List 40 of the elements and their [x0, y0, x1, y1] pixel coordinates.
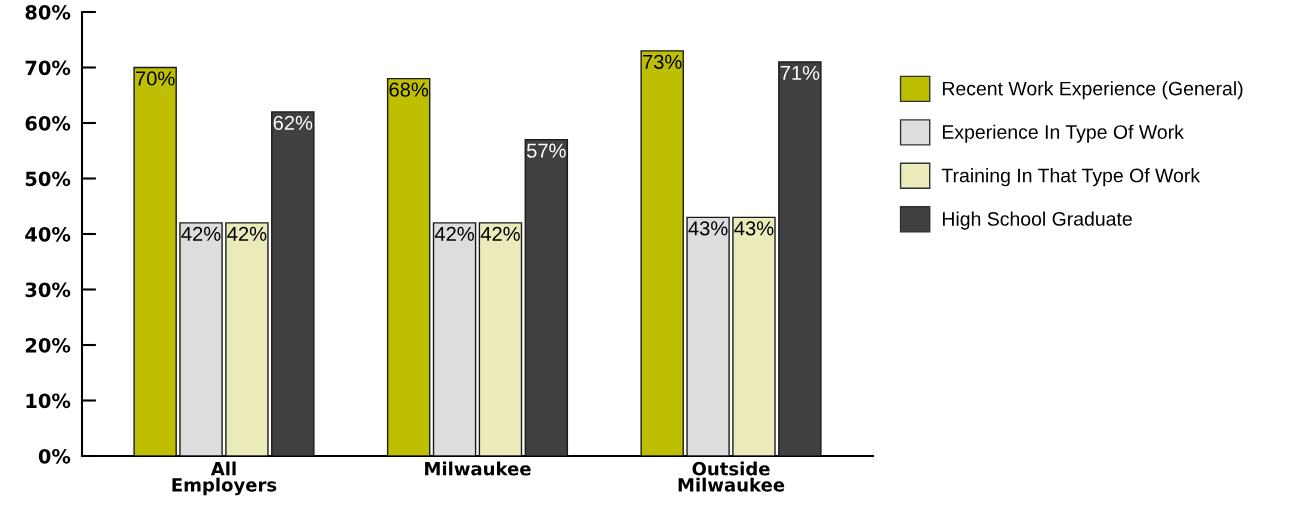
- data-label: 71%: [780, 65, 820, 80]
- bar: [133, 66, 177, 456]
- bar: [524, 138, 569, 456]
- bar: [179, 222, 223, 456]
- bar: [640, 50, 684, 456]
- y-tick-label: 60%: [25, 115, 71, 131]
- y-tick-label: 80%: [25, 4, 71, 20]
- data-label: 68%: [389, 82, 429, 97]
- y-tick-label: 40%: [25, 226, 71, 242]
- legend-label: Recent Work Experience (General): [942, 81, 1243, 100]
- x-tick-label: All Employers: [172, 461, 277, 496]
- bar: [225, 222, 269, 456]
- bar: [686, 216, 730, 456]
- y-tick-label: 50%: [25, 171, 71, 187]
- bar: [386, 77, 431, 456]
- data-label: 43%: [734, 221, 774, 236]
- x-tick-label: Outside Milwaukee: [678, 461, 785, 492]
- legend-label: Experience In Type Of Work: [942, 124, 1184, 143]
- bar: [732, 216, 776, 456]
- data-label: 70%: [136, 71, 175, 86]
- y-tick-label: 70%: [25, 60, 71, 76]
- data-label: 42%: [434, 226, 474, 241]
- y-tick-label: 0%: [38, 448, 71, 464]
- y-tick-label: 20%: [25, 337, 71, 353]
- bar: [271, 111, 315, 456]
- data-label: 42%: [181, 226, 221, 241]
- bar: [778, 61, 822, 456]
- bar: [478, 222, 523, 456]
- data-label: 43%: [688, 221, 728, 236]
- data-label: 57%: [526, 143, 566, 158]
- bar: [432, 222, 477, 456]
- x-tick-label: Milwaukee: [425, 461, 531, 476]
- y-tick-label: 30%: [25, 282, 71, 298]
- y-tick-label: 10%: [26, 393, 71, 409]
- legend-label: High School Graduate: [942, 211, 1132, 230]
- data-label: 62%: [273, 115, 313, 131]
- data-label: 42%: [480, 226, 520, 241]
- legend-label: Training In That Type Of Work: [941, 168, 1201, 187]
- data-label: 73%: [643, 54, 682, 69]
- data-label: 42%: [227, 226, 267, 241]
